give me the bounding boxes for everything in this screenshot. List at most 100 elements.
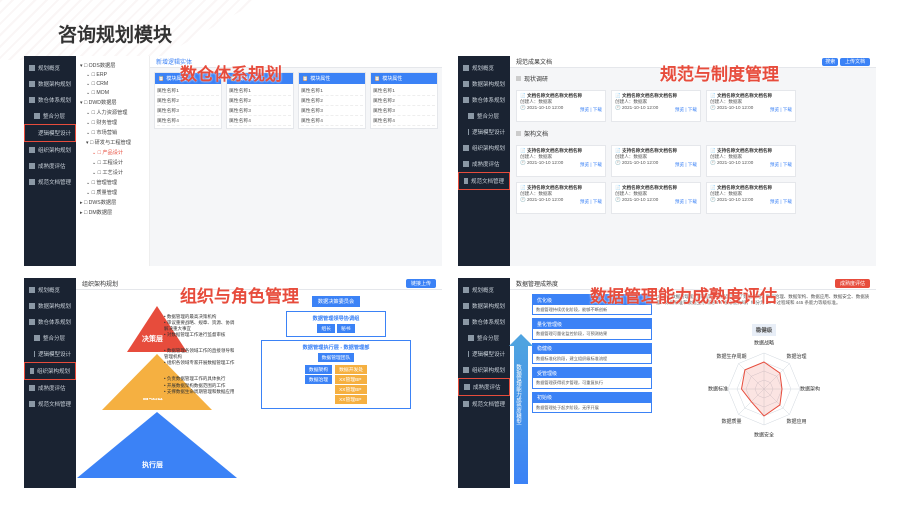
sidebar-item[interactable]: 规划概览 bbox=[24, 282, 76, 298]
maturity-level[interactable]: 初始级数据管理处于起步阶段，无序开展 bbox=[532, 392, 652, 413]
doc-card[interactable]: 📄 文档名称文档名称文档名称创建人：数据家🕐 2021-10-10 12:00预… bbox=[516, 90, 606, 122]
sidebar-item[interactable]: 数仓体系规划 bbox=[458, 314, 510, 330]
tree-node[interactable]: ⌄ □ 工程设计 bbox=[78, 157, 147, 167]
sidebar-item[interactable]: 数仓体系规划 bbox=[458, 92, 510, 108]
org-icon bbox=[463, 145, 469, 151]
tree-node[interactable]: ▾ □ 研发与工程管理 bbox=[78, 137, 147, 147]
card-actions[interactable]: 预览 | 下载 bbox=[675, 162, 697, 168]
org-role: 秘书 bbox=[337, 324, 355, 333]
attr-row[interactable]: 属性名称1 bbox=[373, 86, 435, 96]
tree-node[interactable]: ⌄ □ 市场营销 bbox=[78, 127, 147, 137]
sidebar-item[interactable]: 成熟度评估 bbox=[24, 380, 76, 396]
tree-node[interactable]: ⌄ □ MOM bbox=[78, 88, 147, 97]
sidebar-item[interactable]: 规划概览 bbox=[458, 282, 510, 298]
attr-row[interactable]: 属性名称2 bbox=[301, 96, 363, 106]
sidebar-item[interactable]: 成熟度评估 bbox=[458, 156, 510, 172]
attr-row[interactable]: 属性名称2 bbox=[373, 96, 435, 106]
card-actions[interactable]: 预览 | 下载 bbox=[580, 199, 602, 205]
main: 新增逻辑实体 📋模块属性属性名称1属性名称2属性名称3属性名称4📋模块属性属性名… bbox=[150, 56, 442, 266]
tree-node[interactable]: ▸ □ DWS数据层 bbox=[78, 197, 147, 207]
card-actions[interactable]: 预览 | 下载 bbox=[770, 107, 792, 113]
card-actions[interactable]: 预览 | 下载 bbox=[580, 107, 602, 113]
doc-card[interactable]: 📄 文档名称文档名称文档名称创建人：数据家🕐 2021-10-10 12:00预… bbox=[706, 90, 796, 122]
tree-node[interactable]: ⌄ □ 产品设计 bbox=[78, 147, 147, 157]
column-header: 📋模块属性 bbox=[371, 73, 437, 84]
sidebar-item[interactable]: 成熟度评估 bbox=[24, 158, 76, 174]
attr-row[interactable]: 属性名称2 bbox=[157, 96, 219, 106]
search-button[interactable]: 搜索 bbox=[822, 58, 838, 66]
sidebar-item[interactable]: 整合分层 bbox=[458, 108, 510, 124]
org-bp: 数据开发处 bbox=[335, 365, 367, 374]
eval-button[interactable]: 成熟度评估 bbox=[835, 279, 870, 288]
sidebar-item[interactable]: 组织架构规划 bbox=[458, 362, 510, 378]
sidebar-item[interactable]: 规范文档管理 bbox=[458, 396, 510, 412]
tree-node[interactable]: ⌄ □ 工艺设计 bbox=[78, 167, 147, 177]
attr-row[interactable]: 属性名称4 bbox=[229, 116, 291, 126]
tree-node[interactable]: ⌄ □ ERP bbox=[78, 70, 147, 79]
main: 组织架构规划 链接上传 决策层管理层执行层• 数据管理的最高决策机构• 审议重要… bbox=[76, 278, 442, 488]
attr-row[interactable]: 属性名称3 bbox=[157, 106, 219, 116]
overlay-q4: 数据管理能力成熟度评估 bbox=[590, 282, 777, 307]
sidebar-item[interactable]: 组织架构规划 bbox=[24, 362, 76, 380]
sidebar-item[interactable]: 数据架构规划 bbox=[458, 76, 510, 92]
attr-row[interactable]: 属性名称4 bbox=[301, 116, 363, 126]
tree-node[interactable]: ⌄ □ 管理管理 bbox=[78, 177, 147, 187]
sidebar-item[interactable]: 数据架构规划 bbox=[458, 298, 510, 314]
attr-row[interactable]: 属性名称4 bbox=[373, 116, 435, 126]
tree-node[interactable]: ⌄ □ 质量管理 bbox=[78, 187, 147, 197]
maturity-level[interactable]: 稳健级数据标准化阶段，建立组织级标准流程 bbox=[532, 343, 652, 364]
sidebar-item[interactable]: 逻辑模型设计 bbox=[24, 124, 76, 142]
attr-row[interactable]: 属性名称3 bbox=[373, 106, 435, 116]
sidebar-item[interactable]: 数仓体系规划 bbox=[24, 314, 76, 330]
doc-card[interactable]: 📄 支持名称文档名称文档名称创建人：数据家🕐 2021-10-10 12:00预… bbox=[516, 182, 606, 214]
tree-node[interactable]: ▸ □ DM数据层 bbox=[78, 207, 147, 217]
doc-card[interactable]: 📄 文档名称文档名称文档名称创建人：数据家🕐 2021-10-10 12:00预… bbox=[611, 182, 701, 214]
doc-card[interactable]: 📄 支持名称文档名称文档名称创建人：数据家🕐 2021-10-10 12:00预… bbox=[611, 145, 701, 177]
org-unit: 数据治理 bbox=[305, 375, 332, 384]
attr-row[interactable]: 属性名称2 bbox=[229, 96, 291, 106]
upload-link-button[interactable]: 链接上传 bbox=[406, 279, 436, 288]
card-actions[interactable]: 预览 | 下载 bbox=[580, 162, 602, 168]
sidebar-item[interactable]: 整合分层 bbox=[458, 330, 510, 346]
doc-card[interactable]: 📄 支持名称文档名称文档名称创建人：数据家🕐 2021-10-10 12:00预… bbox=[706, 145, 796, 177]
sidebar-item[interactable]: 整合分层 bbox=[24, 108, 76, 124]
tree-node[interactable]: ▾ □ DWD数据层 bbox=[78, 97, 147, 107]
card-actions[interactable]: 预览 | 下载 bbox=[675, 199, 697, 205]
doc-card[interactable]: 📄 支持名称文档名称文档名称创建人：数据家🕐 2021-10-10 12:00预… bbox=[516, 145, 606, 177]
sidebar-item[interactable]: 组织架构规划 bbox=[24, 142, 76, 158]
panel-maturity: 规划概览数据架构规划数仓体系规划整合分层逻辑模型设计组织架构规划成熟度评估规范文… bbox=[458, 278, 876, 488]
tree-node[interactable]: ⌄ □ 财务管理 bbox=[78, 117, 147, 127]
sidebar-item[interactable]: 规范文档管理 bbox=[24, 174, 76, 190]
sidebar-item[interactable]: 整合分层 bbox=[24, 330, 76, 346]
attr-row[interactable]: 属性名称1 bbox=[301, 86, 363, 96]
sidebar-item[interactable]: 规范文档管理 bbox=[458, 172, 510, 190]
attr-row[interactable]: 属性名称3 bbox=[229, 106, 291, 116]
sidebar-item[interactable]: 逻辑模型设计 bbox=[24, 346, 76, 362]
sidebar-item[interactable]: 组织架构规划 bbox=[458, 140, 510, 156]
tree-node[interactable]: ⌄ □ CRM bbox=[78, 79, 147, 88]
tree-node[interactable]: ▾ □ ODS数据层 bbox=[78, 60, 147, 70]
sidebar-item[interactable]: 数仓体系规划 bbox=[24, 92, 76, 108]
sidebar-item[interactable]: 成熟度评估 bbox=[458, 378, 510, 396]
sidebar-item[interactable]: 数据架构规划 bbox=[24, 298, 76, 314]
attr-row[interactable]: 属性名称1 bbox=[157, 86, 219, 96]
maturity-level[interactable]: 量化管理级数据管理可量化监控阶段，可预测结果 bbox=[532, 318, 652, 339]
sidebar-item[interactable]: 规划概览 bbox=[458, 60, 510, 76]
sidebar-item[interactable]: 数据架构规划 bbox=[24, 76, 76, 92]
attr-row[interactable]: 属性名称4 bbox=[157, 116, 219, 126]
attr-row[interactable]: 属性名称3 bbox=[301, 106, 363, 116]
sidebar-item[interactable]: 规范文档管理 bbox=[24, 396, 76, 412]
card-actions[interactable]: 预览 | 下载 bbox=[675, 107, 697, 113]
tree-node[interactable]: ⌄ □ 人力资源管理 bbox=[78, 107, 147, 117]
upload-button[interactable]: 上传文档 bbox=[840, 58, 870, 66]
sidebar-item[interactable]: 规划概览 bbox=[24, 60, 76, 76]
topbar-title: 组织架构规划 bbox=[82, 279, 118, 288]
card-actions[interactable]: 预览 | 下载 bbox=[770, 199, 792, 205]
sidebar-item[interactable]: 逻辑模型设计 bbox=[458, 124, 510, 140]
doc-card[interactable]: 📄 文档名称文档名称文档名称创建人：数据家🕐 2021-10-10 12:00预… bbox=[706, 182, 796, 214]
sidebar-item[interactable]: 逻辑模型设计 bbox=[458, 346, 510, 362]
card-actions[interactable]: 预览 | 下载 bbox=[770, 162, 792, 168]
attr-row[interactable]: 属性名称1 bbox=[229, 86, 291, 96]
maturity-level[interactable]: 受管理级数据管理获得初步管理，可重复执行 bbox=[532, 367, 652, 388]
doc-card[interactable]: 📄 文档名称文档名称文档名称创建人：数据家🕐 2021-10-10 12:00预… bbox=[611, 90, 701, 122]
